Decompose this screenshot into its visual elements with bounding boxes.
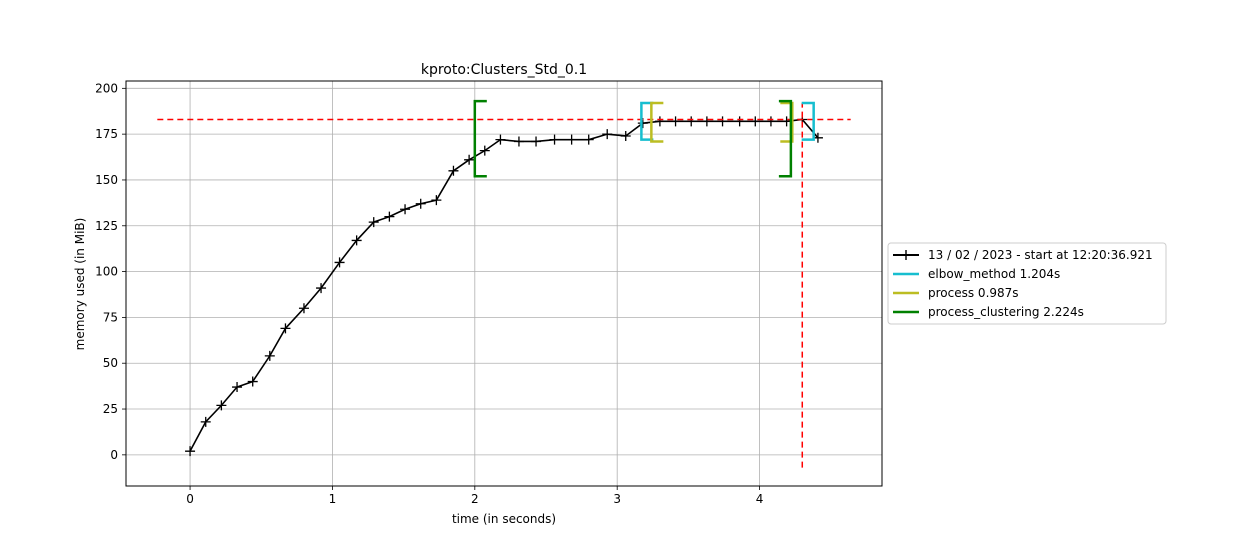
data-series — [185, 114, 823, 457]
data-point — [549, 134, 560, 145]
data-point — [334, 257, 345, 268]
x-tick-label: 3 — [613, 492, 621, 506]
data-point — [531, 136, 542, 147]
data-point — [368, 217, 379, 228]
data-point — [200, 416, 211, 427]
legend-label-elbow-method: elbow_method 1.204s — [928, 267, 1060, 281]
y-axis-label: memory used (in MiB) — [73, 218, 87, 351]
data-point — [701, 116, 712, 127]
y-tick-label: 100 — [95, 265, 118, 279]
y-tick-label: 150 — [95, 173, 118, 187]
bracket-end — [780, 101, 794, 143]
axes: 0 1 2 3 4 0 25 50 75 100 125 150 175 200 — [95, 81, 763, 506]
y-tick-label: 0 — [110, 448, 118, 462]
x-tick-label: 0 — [186, 492, 194, 506]
data-point — [280, 323, 291, 334]
legend-box — [887, 242, 1167, 325]
data-point — [602, 129, 613, 140]
y-tick-label: 75 — [103, 310, 118, 324]
data-point — [216, 400, 227, 411]
x-tick-label: 4 — [756, 492, 764, 506]
x-tick-label: 1 — [329, 492, 337, 506]
legend-label-process-clustering: process_clustering 2.224s — [928, 305, 1084, 319]
y-tick-label: 125 — [95, 219, 118, 233]
data-point — [185, 446, 196, 457]
bracket-start — [473, 99, 487, 178]
data-point — [448, 165, 459, 176]
memory-line — [189, 118, 819, 452]
plot-area-frame — [125, 80, 883, 487]
data-point — [415, 198, 426, 209]
data-point — [298, 303, 309, 314]
bracket-start — [650, 101, 664, 143]
bracket-end — [778, 99, 793, 178]
legend: 13 / 02 / 2023 - start at 12:20:36.921 e… — [887, 242, 1167, 325]
data-point — [316, 283, 327, 294]
annotations — [157, 99, 851, 468]
y-tick-label: 25 — [103, 402, 118, 416]
data-point — [686, 116, 697, 127]
data-point — [654, 116, 665, 127]
y-tick-label: 175 — [95, 127, 118, 141]
data-point — [620, 130, 631, 141]
data-point — [400, 204, 411, 215]
data-point — [464, 154, 475, 165]
data-point — [717, 116, 728, 127]
data-point — [495, 134, 506, 145]
x-tick-label: 2 — [471, 492, 479, 506]
legend-label-process: process 0.987s — [928, 286, 1019, 300]
legend-label-memory: 13 / 02 / 2023 - start at 12:20:36.921 — [928, 248, 1153, 262]
chart-title: kproto:Clusters_Std_0.1 — [421, 62, 587, 78]
data-point — [479, 145, 490, 156]
data-point — [247, 376, 258, 387]
data-point — [734, 116, 745, 127]
data-point — [513, 136, 524, 147]
data-point — [583, 134, 594, 145]
data-point — [431, 195, 442, 206]
bracket-end — [801, 101, 815, 141]
legend-marker-memory — [901, 250, 911, 260]
data-point — [351, 235, 362, 246]
x-axis-label: time (in seconds) — [452, 512, 556, 526]
bracket-start — [640, 101, 654, 141]
y-tick-label: 200 — [95, 81, 118, 95]
grid — [126, 81, 882, 486]
data-point — [670, 116, 681, 127]
data-point — [765, 116, 776, 127]
data-point — [232, 382, 243, 393]
y-tick-label: 50 — [103, 356, 118, 370]
data-point — [566, 134, 577, 145]
data-point — [750, 116, 761, 127]
data-point — [264, 350, 275, 361]
data-point — [384, 211, 395, 222]
